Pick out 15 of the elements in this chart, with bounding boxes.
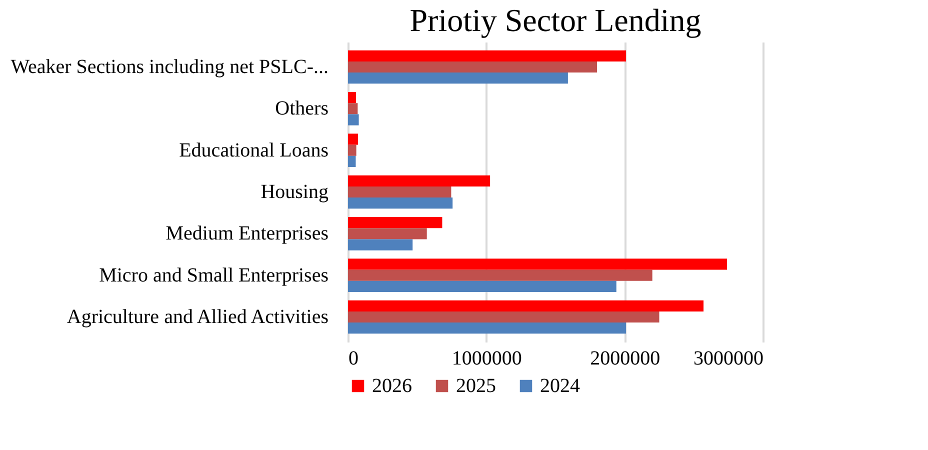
legend-label: 2026	[372, 375, 412, 397]
y-tick-label: Medium Enterprises	[166, 222, 329, 245]
y-tick-label: Micro and Small Enterprises	[99, 264, 329, 286]
y-tick-label: Educational Loans	[179, 139, 329, 162]
legend-label: 2024	[540, 375, 580, 397]
y-tick-label: Others	[275, 98, 329, 120]
x-tick-label: 2000000	[590, 348, 660, 370]
y-tick-label: Housing	[260, 181, 328, 203]
y-tick-label: Agriculture and Allied Activities	[66, 306, 329, 328]
y-tick-label: Weaker Sections including net PSLC-...	[10, 56, 328, 78]
chart-title: Priotiy Sector Lending	[410, 2, 702, 38]
x-tick-label: 1000000	[452, 348, 522, 370]
x-tick-label: 3000000	[694, 348, 764, 370]
x-tick-label: 0	[348, 348, 358, 370]
legend-label: 2025	[456, 375, 496, 397]
